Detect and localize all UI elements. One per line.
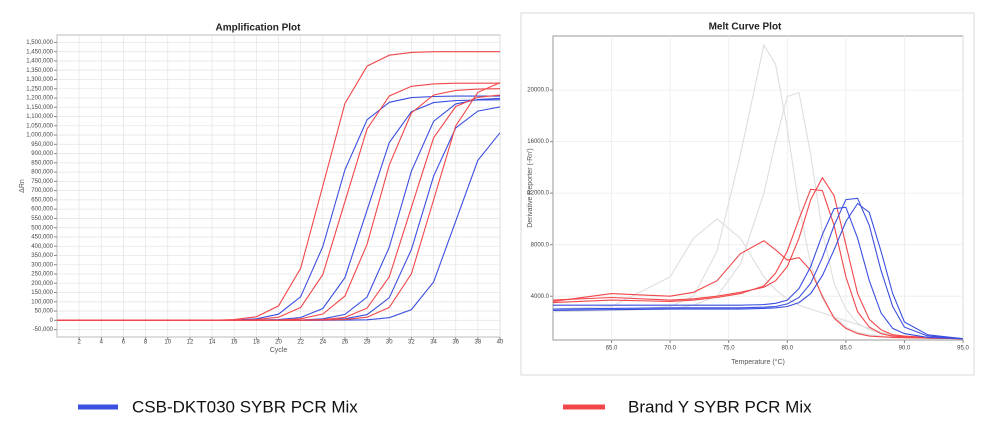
x-tick-label: 32 (408, 340, 415, 346)
y-tick-label: 450,000 (31, 235, 53, 241)
x-tick-label: 38 (475, 340, 482, 346)
x-tick-label: 18 (253, 340, 260, 346)
x-tick-label: 10 (164, 340, 171, 346)
y-tick-label: -50,000 (33, 327, 54, 333)
y-tick-label: 1,350,000 (26, 68, 53, 74)
x-axis-label: Cycle (270, 347, 288, 354)
y-tick-label: 150,000 (31, 290, 53, 296)
x-tick-label: 30 (386, 340, 393, 346)
y-tick-label: 750,000 (31, 179, 53, 185)
legend-label: CSB-DKT030 SYBR PCR Mix (132, 397, 358, 416)
y-tick-label: 8000.0 (531, 242, 550, 248)
x-tick-label: 24 (319, 340, 326, 346)
x-tick-label: 95.0 (957, 346, 969, 352)
curve (553, 43, 963, 340)
x-tick-label: 80.0 (781, 346, 793, 352)
x-tick-label: 2 (77, 340, 81, 346)
x-tick-label: 20 (275, 340, 282, 346)
y-tick-label: 500,000 (31, 225, 53, 231)
y-tick-label: 700,000 (31, 188, 53, 194)
y-tick-label: 1,500,000 (26, 40, 53, 46)
y-tick-label: 1,100,000 (26, 114, 53, 120)
y-tick-label: 50,000 (35, 309, 54, 315)
chart-title: Melt Curve Plot (709, 22, 782, 33)
x-tick-label: 36 (452, 340, 459, 346)
x-tick-label: 90.0 (899, 346, 911, 352)
x-tick-label: 16 (231, 340, 238, 346)
y-tick-label: 1,300,000 (26, 77, 53, 83)
x-tick-label: 12 (187, 340, 194, 346)
y-tick-label: 350,000 (31, 253, 53, 259)
plot-area (552, 35, 964, 341)
curve (553, 197, 963, 340)
curve (553, 206, 963, 340)
curve (553, 218, 963, 340)
curve (57, 82, 500, 321)
y-tick-label: 20000.0 (527, 88, 549, 94)
y-tick-label: 12000.0 (527, 191, 549, 197)
x-tick-label: 4 (100, 340, 104, 346)
y-tick-label: 900,000 (31, 151, 53, 157)
y-tick-label: 650,000 (31, 197, 53, 203)
curve (553, 240, 963, 340)
x-tick-label: 28 (364, 340, 371, 346)
y-tick-label: 1,150,000 (26, 105, 53, 111)
y-tick-label: 1,250,000 (26, 86, 53, 92)
y-tick-label: 1,450,000 (26, 49, 53, 55)
y-tick-label: 400,000 (31, 244, 53, 250)
curve (553, 202, 963, 340)
y-tick-label: 1,200,000 (26, 96, 53, 102)
x-axis-label: Temperature (°C) (731, 358, 785, 366)
x-tick-label: 65.0 (606, 346, 618, 352)
curve (553, 188, 963, 340)
y-axis-label: Derivative Reporter (-Rn') (527, 148, 534, 228)
x-tick-label: 14 (209, 340, 216, 346)
y-tick-label: 1,050,000 (26, 123, 53, 129)
y-tick-label: 300,000 (31, 262, 53, 268)
y-tick-label: 200,000 (31, 281, 53, 287)
y-tick-label: 250,000 (31, 272, 53, 278)
x-tick-label: 75.0 (723, 346, 735, 352)
x-tick-label: 70.0 (664, 346, 676, 352)
x-tick-label: 34 (430, 340, 437, 346)
y-tick-label: 16000.0 (527, 139, 549, 145)
y-tick-label: 850,000 (31, 160, 53, 166)
y-tick-label: 1,000,000 (26, 133, 53, 139)
y-tick-label: 0 (50, 318, 54, 324)
chart-title: Amplification Plot (216, 23, 302, 34)
y-tick-label: 100,000 (31, 299, 53, 305)
x-tick-label: 8 (144, 340, 148, 346)
y-tick-label: 1,400,000 (26, 59, 53, 65)
y-tick-label: 600,000 (31, 207, 53, 213)
y-tick-label: 950,000 (31, 142, 53, 148)
x-tick-label: 26 (342, 340, 349, 346)
x-tick-label: 40 (497, 340, 504, 346)
y-tick-label: 800,000 (31, 170, 53, 176)
panel-frame (520, 12, 975, 376)
x-tick-label: 22 (297, 340, 304, 346)
curve (553, 176, 963, 340)
y-axis-label: ΔRn (19, 179, 26, 193)
legend-label: Brand Y SYBR PCR Mix (628, 397, 812, 416)
x-tick-label: 85.0 (840, 346, 852, 352)
y-tick-label: 4000.0 (531, 294, 550, 300)
x-tick-label: 6 (122, 340, 126, 346)
y-tick-label: 550,000 (31, 216, 53, 222)
